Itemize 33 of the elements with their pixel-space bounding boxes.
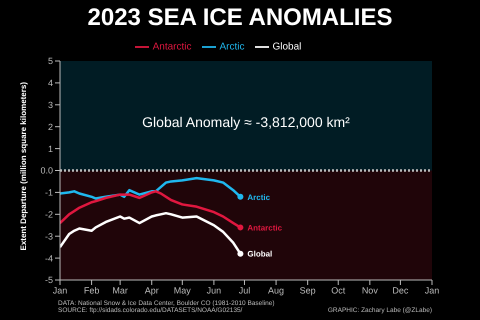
x-tick-label: Apr (144, 285, 159, 296)
x-tick-label: Nov (362, 285, 378, 296)
x-tick-label: Oct (331, 285, 346, 296)
y-tick-label: -2 (44, 209, 53, 220)
y-tick-label: -3 (44, 231, 53, 242)
y-tick-label: 3 (48, 100, 53, 110)
x-tick-label: Jul (238, 285, 250, 296)
legend-label: Global (272, 42, 302, 53)
x-tick-label: Jun (206, 285, 222, 296)
x-tick-label: Feb (84, 285, 100, 296)
y-tick-label: 4 (48, 78, 53, 88)
legend-label: Arctic (220, 42, 244, 53)
y-tick-label: 2 (48, 122, 53, 132)
x-tick-label: Dec (392, 285, 409, 296)
x-tick-label: Aug (268, 285, 284, 296)
chart-title: 2023 SEA ICE ANOMALIES (86, 4, 394, 32)
y-tick-label: 5 (48, 56, 53, 66)
annotation: Global Anomaly ≈ -3,812,000 km² (142, 114, 350, 130)
x-tick-label: Jan (424, 285, 440, 296)
y-axis-title: Extent Departure (million square kilometers) (18, 82, 28, 250)
y-tick-label: 0.0 (40, 166, 53, 176)
text: Global (247, 250, 272, 259)
y-tick-label: -4 (44, 253, 53, 264)
x-tick-label: May (174, 285, 192, 296)
x-tick-label: Mar (112, 285, 128, 296)
x-tick-label: Jan (52, 285, 68, 296)
legend-label: Antarctic (152, 42, 192, 53)
y-tick-label: -5 (44, 275, 53, 286)
y-tick-label: 1 (48, 144, 53, 154)
text: Arctic (247, 192, 270, 202)
y-tick-label: -1 (44, 188, 53, 198)
text: Antarctic (247, 223, 282, 232)
x-tick-label: Sep (300, 285, 316, 296)
